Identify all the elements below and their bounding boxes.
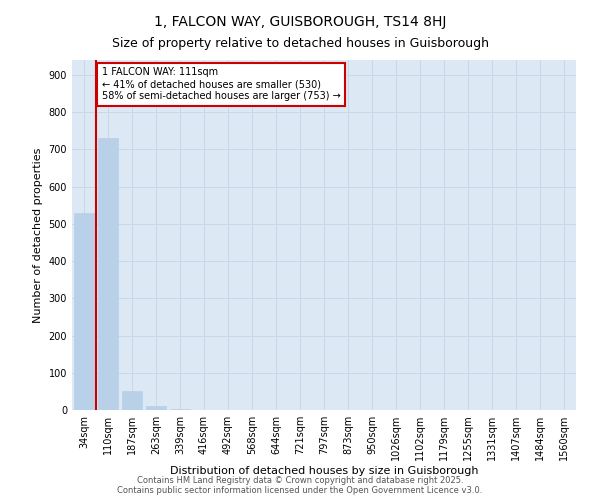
Y-axis label: Number of detached properties: Number of detached properties	[33, 148, 43, 322]
Bar	[122, 392, 142, 410]
Bar	[98, 138, 118, 410]
Text: Contains HM Land Registry data © Crown copyright and database right 2025.
Contai: Contains HM Land Registry data © Crown c…	[118, 476, 482, 495]
X-axis label: Distribution of detached houses by size in Guisborough: Distribution of detached houses by size …	[170, 466, 478, 476]
Text: Size of property relative to detached houses in Guisborough: Size of property relative to detached ho…	[112, 38, 488, 51]
Text: 1 FALCON WAY: 111sqm
← 41% of detached houses are smaller (530)
58% of semi-deta: 1 FALCON WAY: 111sqm ← 41% of detached h…	[101, 68, 340, 100]
Text: 1, FALCON WAY, GUISBOROUGH, TS14 8HJ: 1, FALCON WAY, GUISBOROUGH, TS14 8HJ	[154, 15, 446, 29]
Bar	[146, 406, 166, 410]
Bar	[74, 212, 94, 410]
